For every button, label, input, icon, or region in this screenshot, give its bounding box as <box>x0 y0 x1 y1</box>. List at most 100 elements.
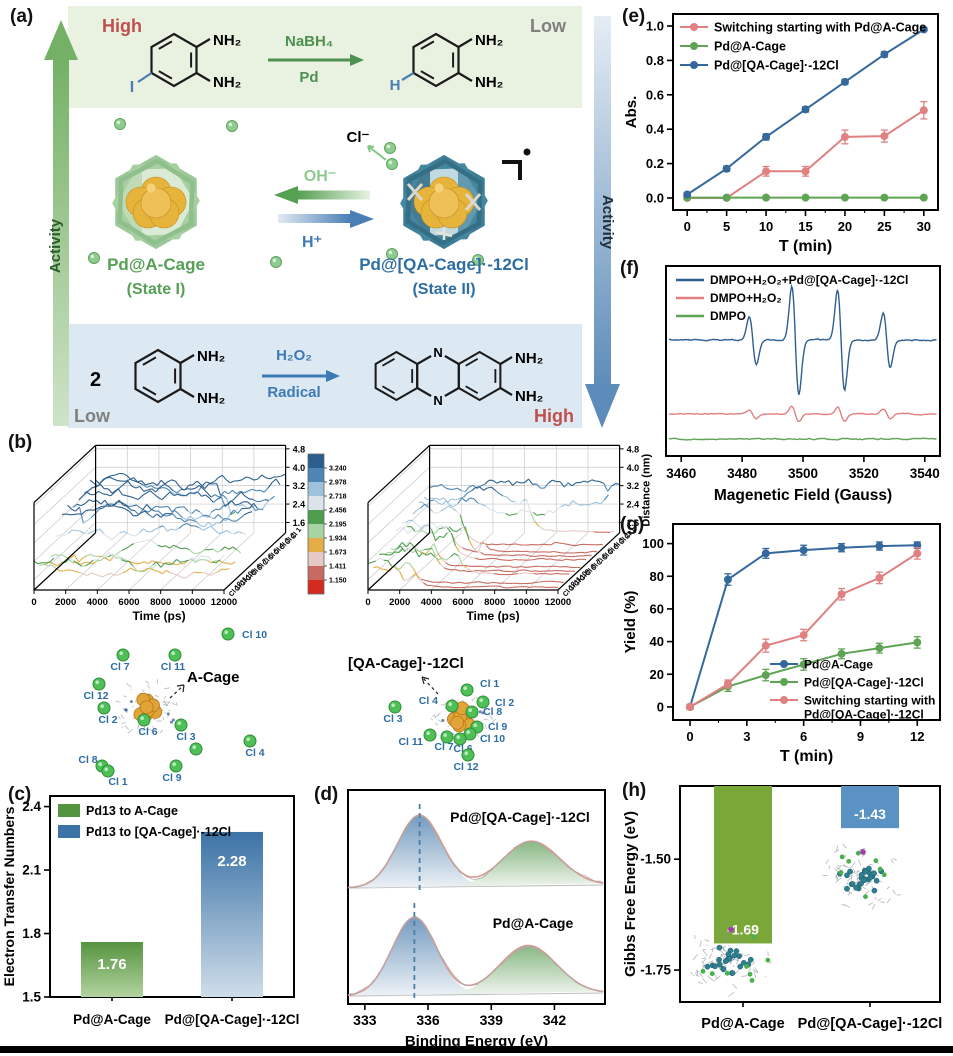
svg-text:3.2: 3.2 <box>293 481 306 491</box>
svg-text:Pd@[QA-Cage]·-12Cl: Pd@[QA-Cage]·-12Cl <box>165 1012 300 1027</box>
top-reaction-band <box>68 6 582 108</box>
svg-text:Pd13 to A-Cage: Pd13 to A-Cage <box>86 804 178 818</box>
panel-e-absorbance-chart: 0 5 10 15 20 25 30 0.0 0.2 0.4 0.6 0.8 1.0 T (min) Abs… <box>623 13 939 255</box>
data-point <box>762 167 771 176</box>
data-point <box>837 590 846 599</box>
svg-text:Binding Energy (eV): Binding Energy (eV) <box>405 1033 548 1050</box>
svg-text:Pd@[QA-Cage]·-12Cl: Pd@[QA-Cage]·-12Cl <box>450 809 590 825</box>
cl-sphere <box>168 648 182 662</box>
svg-text:3500: 3500 <box>788 466 818 481</box>
cl-sphere <box>460 683 474 697</box>
data-point <box>913 549 922 558</box>
data-point <box>799 631 808 640</box>
svg-text:20: 20 <box>650 667 664 682</box>
cl-label: Cl 7 <box>110 661 129 673</box>
svg-text:8000: 8000 <box>484 597 505 608</box>
svg-text:0: 0 <box>365 597 370 608</box>
nitrogen-label: N <box>433 345 442 360</box>
data-point <box>919 25 928 34</box>
svg-text:0.8: 0.8 <box>646 53 664 68</box>
cl-label: Cl 11 <box>161 661 186 673</box>
oh-label: OH⁻ <box>304 168 336 185</box>
svg-text:2.718: 2.718 <box>329 494 347 501</box>
svg-text:Distance (nm): Distance (nm) <box>641 454 653 527</box>
activity-label-left: Activity <box>47 218 64 273</box>
pd-label: Pd <box>299 69 318 86</box>
cl-distribution-cluster: Cl 10 Cl 7 Cl 11 Cl 12 Cl 2 Cl 6 Cl 3 Cl 4 Cl 8 C… <box>78 627 267 788</box>
svg-text:339: 339 <box>480 1012 504 1028</box>
cl-label: Cl 8 <box>483 706 502 718</box>
svg-text:Time (ps): Time (ps) <box>466 609 519 623</box>
nh2-label: NH₂ <box>213 32 241 49</box>
cl-label: Cl 12 <box>83 690 108 702</box>
data-point <box>837 543 846 552</box>
svg-text:5: 5 <box>723 219 730 234</box>
svg-text:Pd@[QA-Cage]·-12Cl: Pd@[QA-Cage]·-12Cl <box>804 708 924 722</box>
svg-text:2000: 2000 <box>389 597 410 608</box>
svg-text:1.673: 1.673 <box>329 550 347 557</box>
xps-envelope <box>347 814 604 889</box>
svg-text:4.8: 4.8 <box>627 444 640 454</box>
nh2-label: NH₂ <box>515 350 543 367</box>
data-point <box>880 193 889 202</box>
panel-d-label: (d) <box>314 784 339 805</box>
low-top-label: Low <box>530 16 567 36</box>
svg-text:25: 25 <box>877 219 891 234</box>
svg-text:Pd13 to [QA-Cage]·-12Cl: Pd13 to [QA-Cage]·-12Cl <box>86 825 231 839</box>
svg-text:Pd@A-Cage: Pd@A-Cage <box>701 1016 784 1032</box>
svg-text:DMPO: DMPO <box>710 309 746 323</box>
svg-text:3.240: 3.240 <box>329 466 347 473</box>
data-point <box>686 702 695 711</box>
panel-c-label: (c) <box>8 784 32 805</box>
panel-f-label: (f) <box>620 258 639 279</box>
series-line <box>687 109 925 199</box>
svg-text:1.76: 1.76 <box>97 956 126 973</box>
xps-raw <box>347 916 604 996</box>
nabh4-label: NaBH₄ <box>285 33 333 50</box>
switch-arrows: OH⁻ H⁺ <box>274 168 374 251</box>
svg-text:12000: 12000 <box>211 597 237 608</box>
molecule-structure <box>822 843 901 910</box>
panel-g-yield-chart: 0 3 6 9 12 0 20 40 60 80 100 T (min) Yield (%) Pd@A-C… <box>622 523 941 765</box>
nh2-label: NH₂ <box>213 74 241 91</box>
data-point <box>762 132 771 141</box>
svg-text:12000: 12000 <box>545 597 571 608</box>
data-point <box>919 106 928 115</box>
panel-e-label: (e) <box>622 6 646 27</box>
svg-text:1.934: 1.934 <box>329 536 347 543</box>
svg-text:1.6: 1.6 <box>293 518 306 528</box>
panel-a-label: (a) <box>10 6 34 27</box>
data-point <box>762 193 771 202</box>
svg-text:1.8: 1.8 <box>22 926 41 941</box>
svg-text:Switching starting with: Switching starting with <box>804 694 935 708</box>
svg-text:2.1: 2.1 <box>22 863 41 878</box>
cl-label: Cl 7 <box>434 741 453 753</box>
cl-sphere <box>92 677 106 691</box>
svg-text:Pd@A-Cage: Pd@A-Cage <box>714 40 786 54</box>
svg-text:2.978: 2.978 <box>329 480 347 487</box>
data-point <box>840 193 849 202</box>
data-point <box>722 164 731 173</box>
panel-b-label: (b) <box>8 432 33 453</box>
data-point <box>875 644 884 653</box>
svg-text:60: 60 <box>650 601 664 616</box>
data-point <box>723 680 732 689</box>
svg-text:336: 336 <box>416 1012 440 1028</box>
svg-text:20: 20 <box>838 219 852 234</box>
cl-label: Cl 4 <box>245 747 264 759</box>
svg-text:Pd@A-Cage: Pd@A-Cage <box>804 658 873 672</box>
svg-text:Time (ps): Time (ps) <box>132 609 185 623</box>
cl-label: Cl 11 <box>398 736 423 748</box>
data-point <box>722 193 731 202</box>
chloride-leaving: Cl⁻ <box>347 129 398 170</box>
bottom-rule <box>0 1046 953 1053</box>
xps-green-peak <box>348 945 604 996</box>
svg-text:Switching starting with Pd@A-C: Switching starting with Pd@A-Cage <box>714 21 926 35</box>
svg-text:6: 6 <box>800 729 807 744</box>
data-point <box>723 575 732 584</box>
product-phenazine: N N NH₂ NH₂ <box>374 344 543 408</box>
data-point <box>880 132 889 141</box>
svg-text:Yield (%): Yield (%) <box>622 591 639 654</box>
cl-label: Cl 6 <box>138 726 157 738</box>
